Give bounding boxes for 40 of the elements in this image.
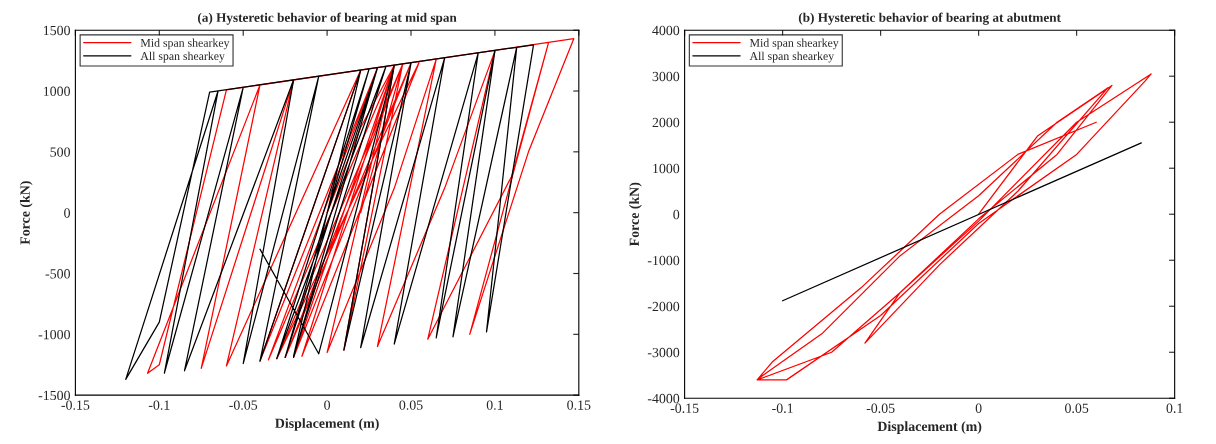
x-tick-label: 0.05 <box>1065 403 1089 413</box>
y-tick-label: 3000 <box>652 71 680 82</box>
x-tick-label: 0.1 <box>486 400 503 410</box>
y-tick-label: 4000 <box>652 25 680 36</box>
x-tick-label: 0 <box>324 400 331 410</box>
legend-label: All span shearkey <box>140 51 225 63</box>
y-tick-label: 0 <box>673 209 680 220</box>
chart-title: (b) Hysteretic behavior of bearing at abutment <box>798 12 1061 25</box>
x-tick-label: 0.15 <box>567 400 591 410</box>
line-series <box>756 73 1152 381</box>
x-axis-title: Displacement (m) <box>275 418 379 431</box>
y-tick-label: -1000 <box>38 329 70 340</box>
x-tick-label: -0.15 <box>670 403 699 413</box>
y-tick-label: 0 <box>64 208 70 218</box>
y-tick-label: -2000 <box>647 301 680 312</box>
chart-title: (a) Hysteretic behavior of bearing at mid span <box>198 12 457 25</box>
x-tick-label: -0.05 <box>866 403 895 413</box>
y-tick-label: 1000 <box>43 86 70 96</box>
x-tick-label: 0.05 <box>399 400 423 410</box>
legend-label: Mid span shearkey <box>749 38 839 50</box>
y-tick-label: -1500 <box>38 390 70 401</box>
y-tick-label: -3000 <box>647 347 680 358</box>
x-axis-title: Displacement (m) <box>877 421 982 434</box>
x-tick-label: -0.05 <box>229 400 258 410</box>
y-axis-title: Force (kN) <box>19 181 33 245</box>
y-tick-label: 1000 <box>653 163 680 174</box>
y-tick-label: -1000 <box>647 255 680 266</box>
y-axis-title: Force (kN) <box>629 182 642 247</box>
y-tick-label: 2000 <box>652 117 680 128</box>
x-tick-label: -0.1 <box>148 400 170 410</box>
x-tick-label: 0.1 <box>1166 403 1183 413</box>
x-tick-label: -0.1 <box>772 403 793 413</box>
y-tick-label: -500 <box>45 269 70 279</box>
y-tick-label: 1500 <box>43 25 70 36</box>
y-tick-label: 500 <box>50 147 70 157</box>
legend-label: All span shearkey <box>749 51 835 63</box>
legend-label: Mid span shearkey <box>140 38 230 50</box>
x-tick-label: 0 <box>975 403 982 413</box>
y-tick-label: -4000 <box>647 393 680 404</box>
x-tick-label: -0.15 <box>61 400 90 410</box>
